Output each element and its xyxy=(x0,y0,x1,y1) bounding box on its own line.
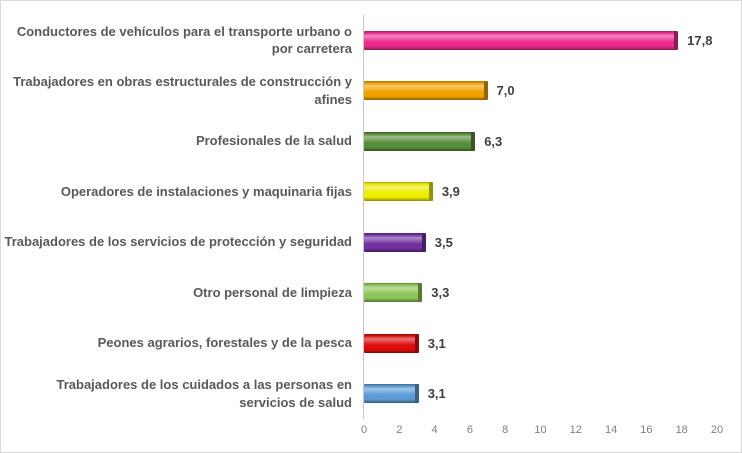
x-axis: 0 2 4 6 8 10 12 14 16 18 20 xyxy=(360,424,741,440)
bar xyxy=(364,384,419,404)
x-axis-tick: 16 xyxy=(640,424,653,436)
x-axis-tick: 6 xyxy=(466,424,473,436)
x-axis-tick: 20 xyxy=(710,424,724,436)
bar xyxy=(364,232,426,252)
value-label: 6,3 xyxy=(484,133,503,149)
bar-zone: 3,1 xyxy=(363,368,741,419)
category-label: Profesionales de la salud xyxy=(195,133,352,149)
x-axis-tick: 4 xyxy=(431,424,438,436)
bar xyxy=(364,283,423,303)
x-axis-tick: 0 xyxy=(360,424,368,436)
value-label: 3,1 xyxy=(427,335,446,351)
bar-zone: 6,3 xyxy=(363,116,741,167)
bar xyxy=(364,182,433,202)
category-label: Trabajadores de los cuidados a las perso… xyxy=(56,377,352,410)
x-axis-tick: 12 xyxy=(569,424,582,436)
category-label: Trabajadores en obras estructurales de c… xyxy=(13,74,352,107)
bar-zone: 3,1 xyxy=(363,318,741,369)
bar-zone: 17,8 xyxy=(363,15,741,66)
chart-rows: Conductores de vehículos para el transpo… xyxy=(1,15,741,419)
chart-row: Operadores de instalaciones y maquinaria… xyxy=(1,166,741,217)
value-label: 17,8 xyxy=(687,32,713,48)
value-label: 3,5 xyxy=(434,234,453,250)
chart-row: Otro personal de limpieza 3,3 xyxy=(1,267,741,318)
bar xyxy=(364,30,679,50)
bar-zone: 3,3 xyxy=(363,267,741,318)
x-axis-tick: 2 xyxy=(396,424,403,436)
category-label: Peones agrarios, forestales y de la pesc… xyxy=(97,335,352,351)
bar-zone: 3,9 xyxy=(363,166,741,217)
value-label: 3,1 xyxy=(427,386,446,402)
chart-row: Trabajadores de los cuidados a las perso… xyxy=(1,368,741,419)
chart-row: Peones agrarios, forestales y de la pesc… xyxy=(1,318,741,369)
x-axis-tick: 8 xyxy=(502,424,509,436)
chart-row: Trabajadores de los servicios de protecc… xyxy=(1,217,741,268)
chart-row: Profesionales de la salud 6,3 xyxy=(1,116,741,167)
bar xyxy=(364,81,488,101)
value-label: 7,0 xyxy=(496,83,515,99)
x-axis-tick: 18 xyxy=(675,424,688,436)
chart-row: Trabajadores en obras estructurales de c… xyxy=(1,65,741,116)
value-label: 3,3 xyxy=(431,285,450,301)
bar-zone: 3,5 xyxy=(363,217,741,268)
category-label: Operadores de instalaciones y maquinaria… xyxy=(60,183,352,199)
bar-zone: 7,0 xyxy=(363,65,741,116)
chart-row: Conductores de vehículos para el transpo… xyxy=(1,15,741,66)
bar xyxy=(364,131,476,151)
bar xyxy=(364,333,419,353)
category-label: Trabajadores de los servicios de protecc… xyxy=(4,234,352,250)
x-axis-tick: 14 xyxy=(604,424,618,436)
x-axis-tick: 10 xyxy=(534,424,547,436)
value-label: 3,9 xyxy=(441,184,460,200)
category-label: Otro personal de limpieza xyxy=(193,284,352,300)
category-label: Conductores de vehículos para el transpo… xyxy=(16,23,352,57)
